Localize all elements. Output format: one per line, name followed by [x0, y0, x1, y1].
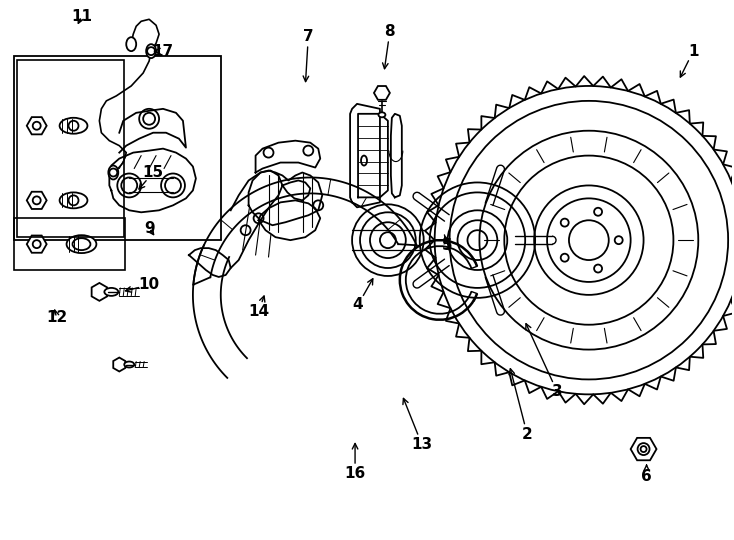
- Text: 12: 12: [46, 310, 68, 325]
- Polygon shape: [358, 114, 388, 198]
- Polygon shape: [255, 140, 320, 172]
- Ellipse shape: [59, 118, 87, 134]
- Polygon shape: [249, 171, 322, 225]
- Text: 13: 13: [411, 437, 432, 451]
- Text: 9: 9: [144, 221, 154, 236]
- Bar: [14, 218, 126, 270]
- Text: 7: 7: [303, 29, 313, 44]
- Text: 16: 16: [344, 467, 366, 482]
- Ellipse shape: [104, 288, 118, 296]
- Text: 8: 8: [385, 24, 395, 39]
- Ellipse shape: [379, 112, 385, 117]
- Ellipse shape: [126, 37, 137, 51]
- Ellipse shape: [67, 235, 96, 253]
- Text: 4: 4: [353, 298, 363, 312]
- Polygon shape: [109, 148, 196, 212]
- Text: 11: 11: [71, 9, 92, 24]
- Polygon shape: [258, 200, 320, 240]
- Polygon shape: [391, 114, 401, 198]
- Text: 14: 14: [248, 304, 269, 319]
- Bar: [14, 56, 221, 240]
- Text: 1: 1: [688, 44, 699, 59]
- Text: 15: 15: [142, 165, 164, 180]
- Text: 6: 6: [642, 469, 652, 484]
- Text: 3: 3: [552, 384, 562, 399]
- Text: 5: 5: [443, 238, 453, 253]
- Text: 17: 17: [153, 44, 174, 59]
- Text: 10: 10: [139, 278, 160, 293]
- Bar: [17, 60, 124, 237]
- Text: 2: 2: [522, 427, 533, 442]
- Ellipse shape: [109, 166, 118, 179]
- Ellipse shape: [124, 361, 134, 368]
- Ellipse shape: [59, 192, 87, 208]
- Ellipse shape: [146, 44, 156, 58]
